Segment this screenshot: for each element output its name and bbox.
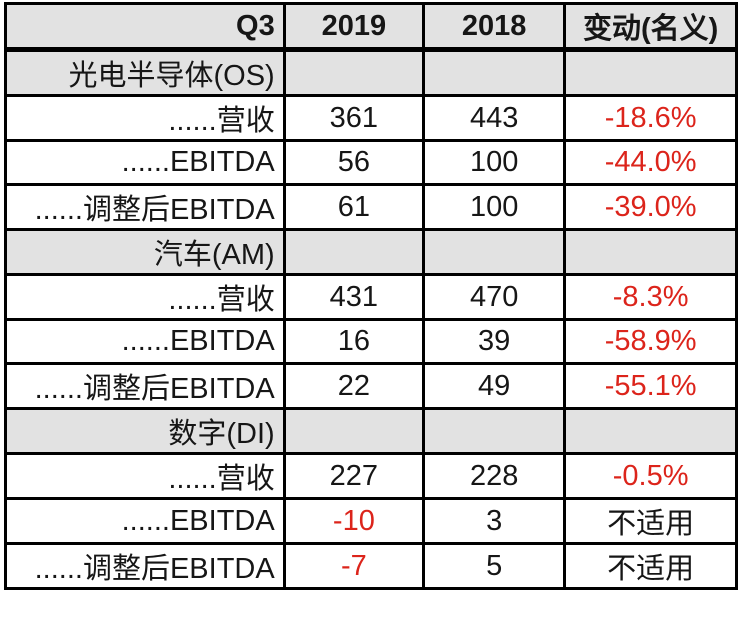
data-row: ......营收 361 443 -18.6% — [4, 94, 738, 142]
data-row: ......EBITDA 16 39 -58.9% — [4, 318, 738, 365]
row-label: ......调整后EBITDA — [4, 183, 286, 231]
row-label: ......调整后EBITDA — [4, 542, 286, 590]
empty-cell — [422, 407, 567, 455]
value-cell: 不适用 — [563, 542, 738, 590]
value-cell: -58.9% — [563, 318, 738, 365]
section-label: 数字(DI) — [4, 407, 286, 455]
value-cell: 16 — [282, 318, 426, 365]
section-row: 光电半导体(OS) — [4, 48, 738, 97]
value-cell: 227 — [282, 452, 426, 500]
table-header: Q3 2019 2018 变动(名义) — [4, 2, 738, 52]
empty-cell — [563, 48, 738, 97]
value-cell: -7 — [282, 542, 426, 590]
value-cell: -55.1% — [563, 362, 738, 410]
data-row: ......营收 431 470 -8.3% — [4, 273, 738, 321]
value-cell: -39.0% — [563, 183, 738, 231]
header-row: Q3 2019 2018 变动(名义) — [4, 2, 738, 52]
row-label: ......营收 — [4, 94, 286, 142]
column-header-q3: Q3 — [4, 2, 286, 52]
value-cell: -10 — [282, 497, 426, 545]
section-label: 光电半导体(OS) — [4, 48, 286, 97]
row-label: ......营收 — [4, 273, 286, 321]
value-cell: 431 — [282, 273, 426, 321]
data-row: ......调整后EBITDA -7 5 不适用 — [4, 542, 738, 590]
value-cell: 39 — [422, 318, 567, 365]
value-cell: 228 — [422, 452, 567, 500]
empty-cell — [282, 407, 426, 455]
value-cell: 100 — [422, 139, 567, 186]
column-header-2018: 2018 — [422, 2, 567, 52]
empty-cell — [563, 407, 738, 455]
value-cell: 56 — [282, 139, 426, 186]
value-cell: -0.5% — [563, 452, 738, 500]
data-row: ......EBITDA 56 100 -44.0% — [4, 139, 738, 186]
empty-cell — [422, 228, 567, 276]
row-label: ......调整后EBITDA — [4, 362, 286, 410]
section-row: 数字(DI) — [4, 407, 738, 455]
value-cell: 5 — [422, 542, 567, 590]
value-cell: 3 — [422, 497, 567, 545]
value-cell: -18.6% — [563, 94, 738, 142]
value-cell: -44.0% — [563, 139, 738, 186]
value-cell: 470 — [422, 273, 567, 321]
empty-cell — [422, 48, 567, 97]
value-cell: 443 — [422, 94, 567, 142]
value-cell: 不适用 — [563, 497, 738, 545]
column-header-change-nominal: 变动(名义) — [563, 2, 738, 52]
empty-cell — [563, 228, 738, 276]
column-header-2019: 2019 — [282, 2, 426, 52]
row-label: ......EBITDA — [4, 139, 286, 186]
value-cell: 49 — [422, 362, 567, 410]
row-label: ......EBITDA — [4, 497, 286, 545]
value-cell: 22 — [282, 362, 426, 410]
value-cell: 100 — [422, 183, 567, 231]
row-label: ......EBITDA — [4, 318, 286, 365]
value-cell: -8.3% — [563, 273, 738, 321]
data-row: ......调整后EBITDA 61 100 -39.0% — [4, 183, 738, 231]
financial-results-table: Q3 2019 2018 变动(名义) 光电半导体(OS) ......营收 361… — [4, 2, 738, 590]
empty-cell — [282, 48, 426, 97]
value-cell: 61 — [282, 183, 426, 231]
row-label: ......营收 — [4, 452, 286, 500]
empty-cell — [282, 228, 426, 276]
data-row: ......EBITDA -10 3 不适用 — [4, 497, 738, 545]
section-row: 汽车(AM) — [4, 228, 738, 276]
table-body: 光电半导体(OS) ......营收 361 443 -18.6% ......EBITD… — [4, 48, 738, 590]
value-cell: 361 — [282, 94, 426, 142]
data-row: ......营收 227 228 -0.5% — [4, 452, 738, 500]
data-row: ......调整后EBITDA 22 49 -55.1% — [4, 362, 738, 410]
section-label: 汽车(AM) — [4, 228, 286, 276]
